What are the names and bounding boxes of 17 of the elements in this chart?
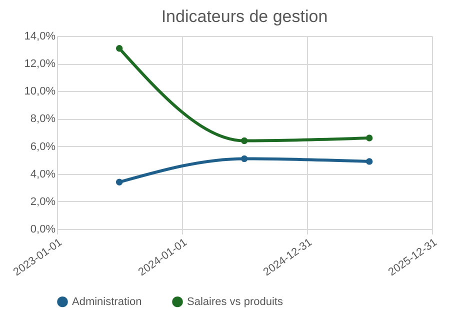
legend-label: Salaires vs produits bbox=[187, 296, 284, 308]
y-tick-label: 2,0% bbox=[30, 196, 56, 208]
point bbox=[116, 178, 123, 186]
point bbox=[366, 158, 373, 165]
legend-label: Administration bbox=[72, 296, 142, 308]
y-tick-label: 10,0% bbox=[24, 86, 56, 98]
y-tick-label: 0,0% bbox=[30, 224, 56, 236]
y-tick-label: 6,0% bbox=[30, 140, 56, 153]
point bbox=[240, 137, 248, 144]
y-tick-label: 8,0% bbox=[30, 113, 56, 126]
chart-title: Indicateurs de gestion bbox=[161, 7, 328, 26]
y-tick-label: 14,0% bbox=[24, 30, 56, 42]
point bbox=[116, 45, 123, 52]
point bbox=[366, 134, 373, 142]
y-tick-label: 4,0% bbox=[30, 168, 56, 180]
y-tick-label: 12,0% bbox=[24, 58, 56, 70]
point bbox=[240, 155, 248, 162]
